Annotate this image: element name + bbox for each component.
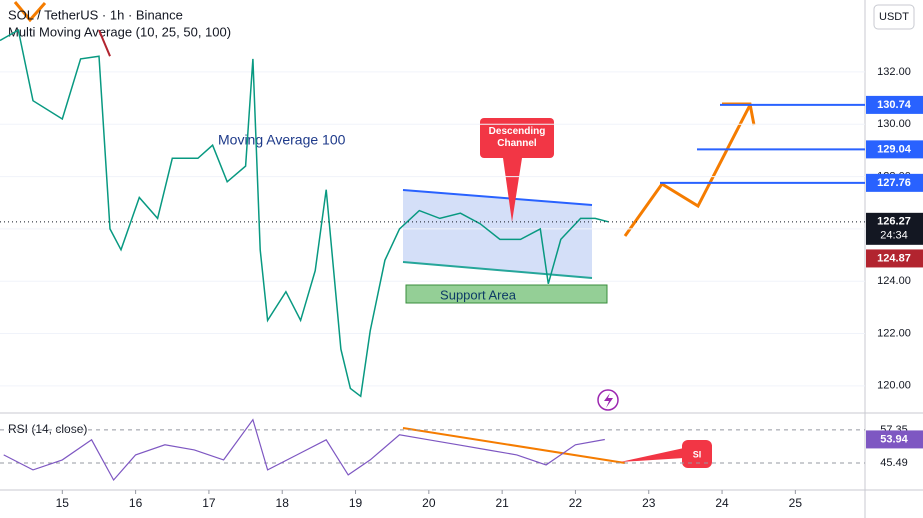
- x-tick-label: 16: [129, 496, 143, 510]
- currency: USDT: [879, 11, 909, 23]
- level-label-bg: [866, 173, 923, 192]
- last-price-bg: [866, 212, 923, 245]
- x-tick-label: 25: [789, 496, 803, 510]
- channel-top: [402, 189, 593, 206]
- x-tick-label: 18: [276, 496, 290, 510]
- y-tick-label: 132.00: [877, 66, 911, 78]
- level-label-bg: [866, 140, 923, 159]
- level-label-bg: [866, 95, 923, 114]
- x-tick-label: 24: [715, 496, 729, 510]
- x-tick-label: 19: [349, 496, 363, 510]
- x-tick-label: 15: [56, 496, 70, 510]
- rsi-last-label-bg: [866, 430, 923, 449]
- price-line: [0, 28, 609, 398]
- indicator-title: Multi Moving Average (10, 25, 50, 100): [8, 24, 231, 39]
- projection-path: [623, 104, 752, 237]
- rsi-callout-box: [682, 440, 712, 468]
- channel-bottom: [402, 261, 593, 279]
- x-tick-label: 21: [495, 496, 509, 510]
- rsi-callout-text: SI: [693, 449, 702, 459]
- alert-bolt: [604, 393, 613, 408]
- currency-button[interactable]: [873, 4, 915, 30]
- rsi-trendline: [402, 427, 626, 464]
- last-price-label: 126.27: [877, 216, 911, 228]
- level-label: 130.74: [877, 99, 912, 111]
- callout-box: [480, 118, 554, 158]
- level-label: 127.76: [877, 177, 911, 189]
- x-tick-label: 20: [422, 496, 436, 510]
- x-tick-label: 22: [569, 496, 583, 510]
- y-tick-label: 124.00: [877, 275, 911, 287]
- countdown: 24:34: [880, 230, 908, 242]
- previous-drawing: [13, 1, 47, 23]
- symbol-title: SOL / TetherUS · 1h · Binance: [8, 7, 183, 22]
- y-tick-label: 45.49: [880, 457, 908, 469]
- y-tick-label: 130.00: [877, 118, 911, 130]
- ma-last-label: 124.87: [877, 252, 911, 264]
- plot-bg: [0, 0, 865, 490]
- rsi-callout-pointer: [620, 448, 684, 462]
- callout-pointer: [503, 158, 522, 222]
- ma-last-label-bg: [866, 249, 923, 268]
- support-label: Support Area: [440, 287, 517, 302]
- alert-icon[interactable]: [597, 389, 619, 411]
- support-area: [405, 284, 608, 304]
- rsi-title: RSI (14, close): [8, 422, 87, 436]
- channel-label: Descending Channel: [488, 126, 546, 149]
- y-tick-label: 122.00: [877, 327, 911, 339]
- x-tick-label: 17: [202, 496, 216, 510]
- y-tick-label: 120.00: [877, 380, 911, 392]
- rsi-last-label: 53.94: [880, 433, 908, 445]
- level-label: 129.04: [877, 143, 912, 155]
- ma-annotation: Moving Average 100: [218, 132, 346, 148]
- x-tick-label: 23: [642, 496, 656, 510]
- rsi-line: [3, 418, 605, 482]
